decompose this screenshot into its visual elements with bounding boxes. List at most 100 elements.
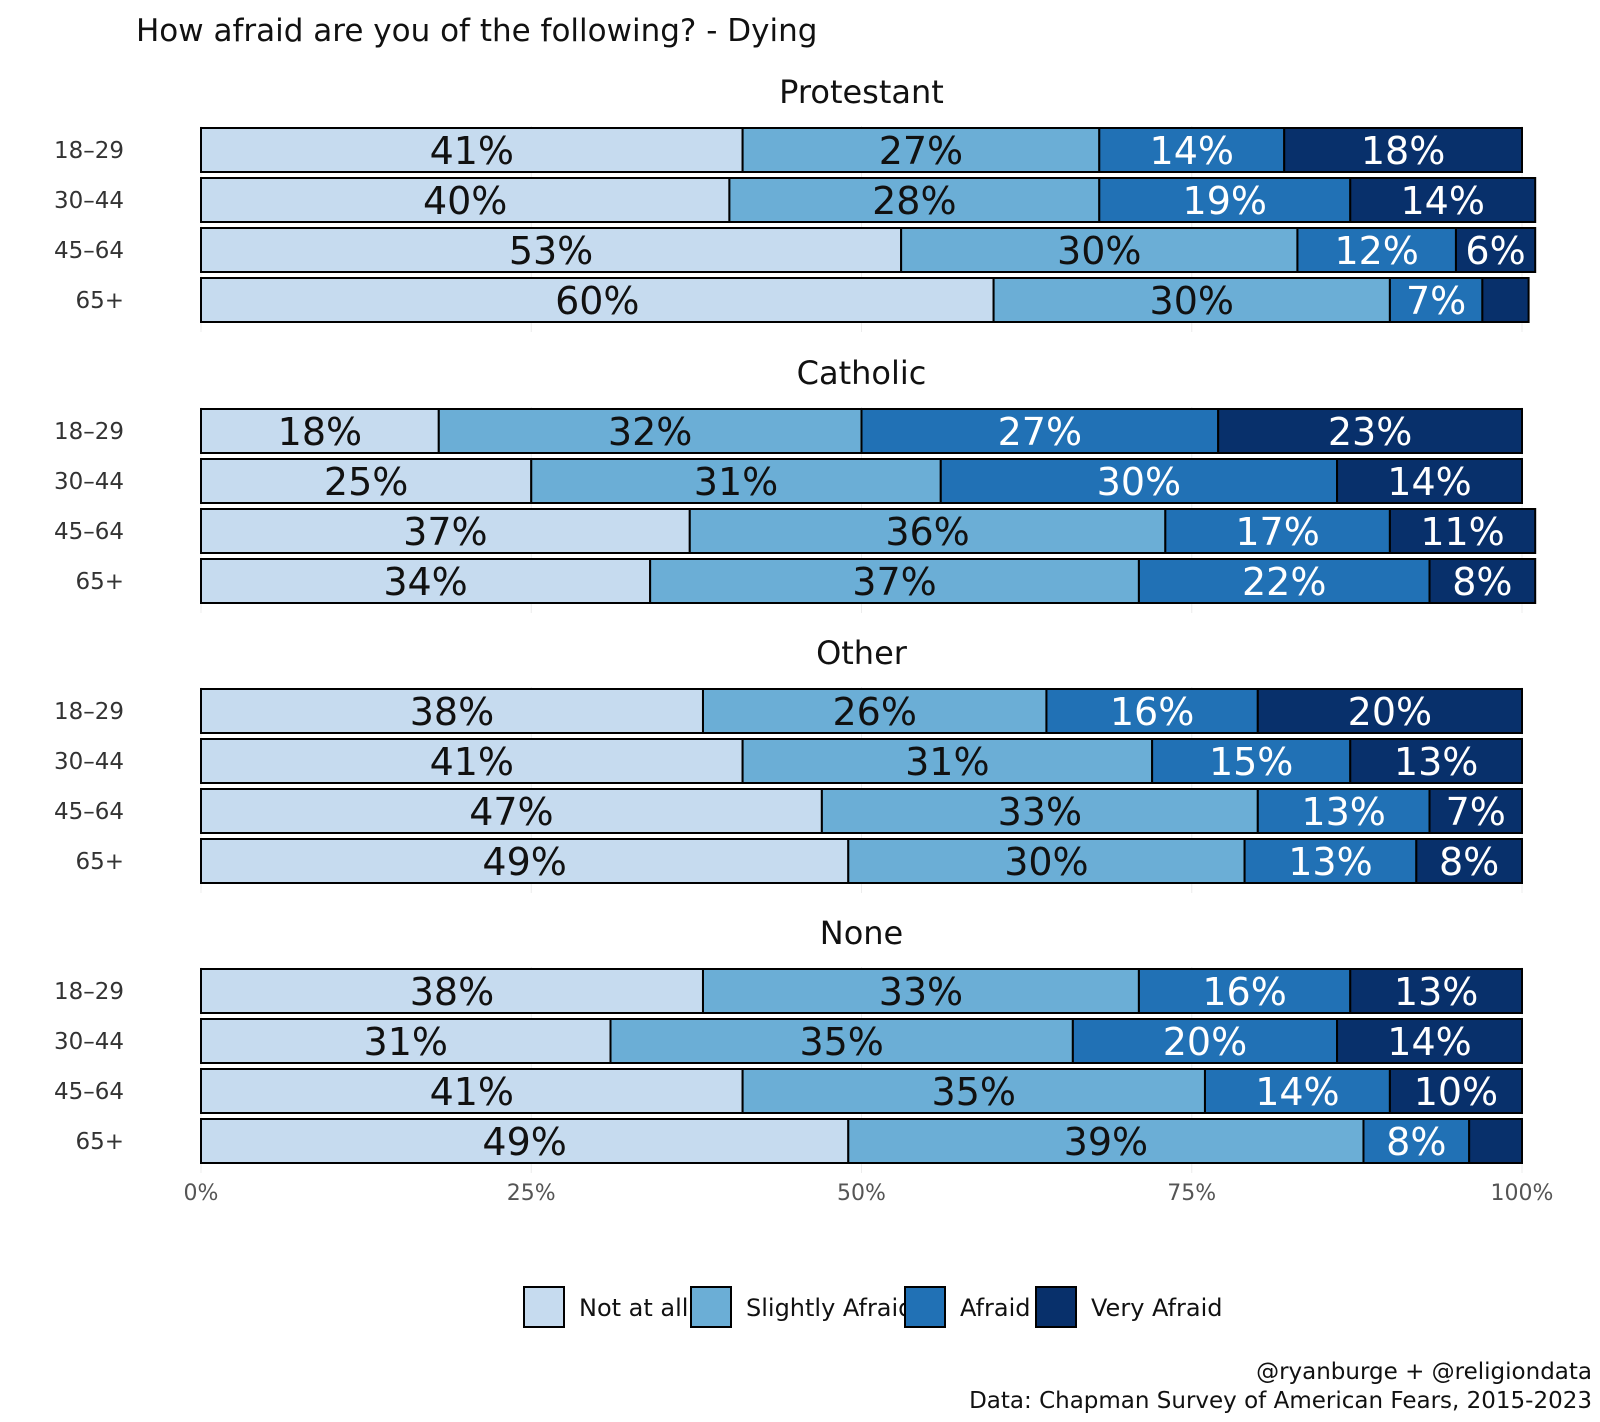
legend: Not at all Slightly Afraid Afraid Very Afra…: [523, 1286, 1223, 1328]
legend-label: Slightly Afraid: [746, 1294, 913, 1322]
bar-segment: [609, 1018, 1074, 1064]
category-label: 18–29: [54, 419, 124, 445]
data-label: 41%: [430, 740, 514, 784]
data-label: 16%: [1110, 690, 1194, 734]
bar-segment: [1454, 227, 1537, 273]
data-label: 11%: [1420, 510, 1504, 554]
category-label: 45–64: [54, 238, 124, 264]
panel-title: Protestant: [779, 73, 944, 111]
bar-segment: [200, 1118, 850, 1164]
bar-segment: [992, 277, 1391, 323]
data-label: 8%: [1452, 560, 1512, 604]
bar-segment: [741, 127, 1101, 173]
data-label: 10%: [1414, 1070, 1498, 1114]
data-label: 60%: [555, 279, 639, 323]
data-label: 33%: [998, 790, 1082, 834]
data-label: 49%: [482, 1120, 566, 1164]
legend-label: Not at all: [579, 1294, 688, 1322]
bar-segment: [649, 558, 1140, 604]
data-label: 6%: [1465, 229, 1525, 273]
bar-segment: [741, 1068, 1206, 1114]
data-label: 47%: [469, 790, 553, 834]
category-label: 45–64: [54, 519, 124, 545]
data-label: 13%: [1394, 740, 1478, 784]
data-label: 30%: [1097, 460, 1181, 504]
bar-segment: [860, 408, 1220, 454]
bar-segment: [1151, 738, 1352, 784]
category-label: 18–29: [54, 138, 124, 164]
data-label: 14%: [1150, 129, 1234, 173]
legend-label: Very Afraid: [1091, 1294, 1223, 1322]
category-label: 65+: [75, 288, 124, 314]
data-label: 53%: [509, 229, 593, 273]
bar-segment: [1468, 1118, 1524, 1164]
panel-layer: Protestant 18–29 41% 27% 14% 18% 30–44 40% 28% 19…: [54, 73, 1537, 1164]
data-label: 35%: [799, 1020, 883, 1064]
bar-segment: [1481, 277, 1530, 323]
bar-segment: [1428, 788, 1524, 834]
bar-segment: [200, 1068, 744, 1114]
bar-segment: [728, 177, 1101, 223]
bar-segment: [1336, 458, 1524, 504]
bar-segment: [1296, 227, 1457, 273]
category-label: 45–64: [54, 1079, 124, 1105]
data-label: 7%: [1406, 279, 1466, 323]
bar-segment: [200, 738, 744, 784]
bar-segment: [900, 227, 1299, 273]
data-label: 25%: [324, 460, 408, 504]
bar-segment: [437, 408, 863, 454]
category-label: 30–44: [54, 188, 124, 214]
bar-segment: [1415, 838, 1523, 884]
legend-swatch: [690, 1286, 732, 1328]
panel-title: Catholic: [797, 354, 927, 392]
data-label: 39%: [1064, 1120, 1148, 1164]
data-label: 16%: [1202, 970, 1286, 1014]
data-label: 40%: [423, 179, 507, 223]
data-label: 49%: [482, 840, 566, 884]
bar-segment: [200, 788, 823, 834]
legend-swatch: [904, 1286, 946, 1328]
bar-segment: [1098, 127, 1286, 173]
data-label: 31%: [694, 460, 778, 504]
bar-segment: [200, 127, 744, 173]
data-label: 31%: [905, 740, 989, 784]
data-label: 32%: [608, 410, 692, 454]
panel-catholic: Catholic 18–29 18% 32% 27% 23% 30–44 25% 31% 30% 1…: [54, 354, 1537, 604]
category-label: 65+: [75, 569, 124, 595]
data-label: 12%: [1334, 229, 1418, 273]
x-axis: 0% 25% 50% 75% 100%: [184, 1181, 1554, 1206]
data-label: 8%: [1386, 1120, 1446, 1164]
data-label: 34%: [383, 560, 467, 604]
category-label: 45–64: [54, 799, 124, 825]
bar-segment: [200, 408, 440, 454]
data-label: 7%: [1446, 790, 1506, 834]
data-label: 37%: [403, 510, 487, 554]
data-label: 14%: [1401, 179, 1485, 223]
data-label: 8%: [1439, 840, 1499, 884]
data-label: 22%: [1242, 560, 1326, 604]
bar-segment: [1256, 688, 1524, 734]
data-label: 28%: [872, 179, 956, 223]
bar-segment: [847, 1118, 1365, 1164]
panel-title: None: [820, 914, 903, 952]
data-label: 30%: [1004, 840, 1088, 884]
bar-segment: [1203, 1068, 1391, 1114]
bar-segment: [701, 968, 1140, 1014]
bar-segment: [200, 458, 533, 504]
x-tick-label: 25%: [507, 1181, 556, 1206]
data-label: 18%: [278, 410, 362, 454]
data-label: 38%: [410, 690, 494, 734]
bar-segment: [1349, 177, 1537, 223]
x-tick-label: 0%: [184, 1181, 219, 1206]
panel-protestant: Protestant 18–29 41% 27% 14% 18% 30–44 40% 28% 19…: [54, 73, 1537, 323]
data-label: 14%: [1387, 1020, 1471, 1064]
data-label: 15%: [1209, 740, 1293, 784]
bar-segment: [1349, 738, 1524, 784]
data-label: 35%: [932, 1070, 1016, 1114]
data-label: 33%: [879, 970, 963, 1014]
category-label: 18–29: [54, 699, 124, 725]
bar-segment: [1256, 788, 1431, 834]
bar-segment: [200, 838, 850, 884]
